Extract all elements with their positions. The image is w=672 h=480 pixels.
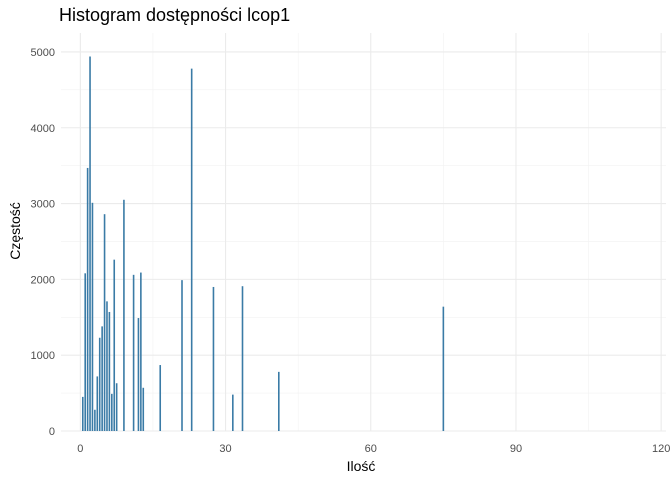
grid-lines (61, 33, 666, 432)
x-tick-label: 0 (77, 443, 83, 455)
histogram-bar (123, 199, 125, 431)
histogram-bar (89, 56, 91, 432)
x-axis-title: Ilość (347, 458, 376, 474)
histogram-bar (81, 396, 84, 431)
y-tick-label: 5000 (31, 47, 55, 59)
histogram-bar (190, 68, 193, 431)
histogram-bar (108, 311, 111, 431)
y-tick-label: 1000 (31, 350, 55, 362)
histogram-bar (86, 167, 89, 431)
histogram-bar (181, 280, 183, 431)
y-axis-title: Częstość (7, 202, 23, 260)
histogram-bar (103, 214, 106, 431)
histogram-bar (212, 286, 215, 431)
x-tick-label: 30 (219, 443, 231, 455)
histogram-bar (94, 409, 96, 431)
histogram-bars (81, 56, 445, 432)
chart-title: Histogram dostępności lcop1 (59, 5, 291, 25)
histogram-bar (241, 286, 244, 431)
histogram-bar (101, 326, 103, 431)
y-axis-ticks: 0 1000 2000 3000 4000 5000 (31, 47, 55, 438)
histogram-bar (111, 393, 113, 431)
histogram-bar (278, 371, 280, 431)
histogram-bar (132, 274, 135, 431)
y-tick-label: 2000 (31, 274, 55, 286)
histogram-bar (142, 387, 145, 431)
histogram-bar (96, 376, 99, 431)
y-tick-label: 3000 (31, 199, 55, 211)
histogram-bar (106, 301, 108, 431)
x-tick-label: 120 (652, 443, 670, 455)
histogram-bar (442, 306, 445, 431)
x-tick-label: 60 (365, 443, 377, 455)
histogram-bar (91, 202, 94, 431)
histogram-bar (115, 383, 118, 431)
histogram-bar (137, 318, 140, 431)
histogram-bar (113, 259, 116, 431)
histogram-bar (140, 272, 142, 431)
histogram-bar (98, 337, 101, 431)
histogram-bar (159, 365, 162, 431)
histogram-bar (84, 273, 86, 431)
histogram-bar (232, 394, 234, 431)
y-tick-label: 0 (49, 426, 55, 438)
y-tick-label: 4000 (31, 123, 55, 135)
x-axis-ticks: 0 30 60 90 120 (77, 443, 670, 455)
x-tick-label: 90 (510, 443, 522, 455)
